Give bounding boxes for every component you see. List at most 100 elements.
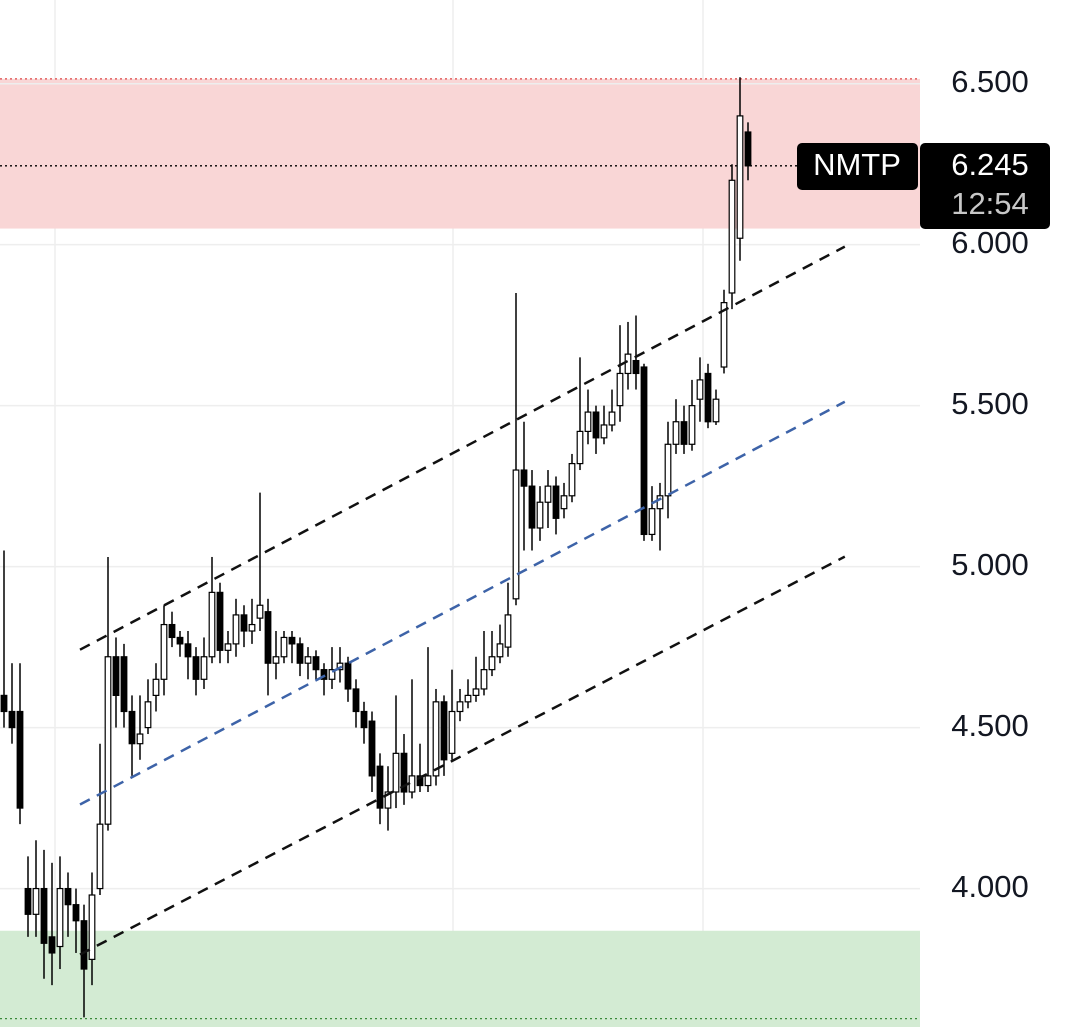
candle-body <box>272 656 280 664</box>
candle-body <box>704 372 712 423</box>
candle-body <box>488 656 496 671</box>
candle-body <box>248 623 256 632</box>
candle-body <box>16 710 24 809</box>
candle-body <box>208 591 216 658</box>
candle-body <box>232 614 240 645</box>
candle-body <box>536 501 544 529</box>
candle-body <box>600 424 608 439</box>
candle-body <box>664 443 672 497</box>
candle-body <box>240 614 248 632</box>
candle-body <box>560 495 568 510</box>
candle-body <box>632 359 640 375</box>
candle-body <box>544 485 552 503</box>
candle-body <box>496 643 504 658</box>
candle-body <box>384 791 392 809</box>
price-badge <box>920 143 1050 229</box>
candle-body <box>416 775 424 787</box>
candle-body <box>64 887 72 906</box>
candle-body <box>656 495 664 510</box>
candle-body <box>688 405 696 445</box>
candle-body <box>192 656 200 680</box>
channel-line <box>79 400 846 806</box>
candle-body <box>584 411 592 433</box>
candle-body <box>96 823 104 890</box>
y-tick-label: 4.500 <box>951 708 1029 743</box>
candle-body <box>104 656 112 825</box>
candle-body <box>256 604 264 619</box>
candle-body <box>696 379 704 400</box>
y-tick-label: 4.000 <box>951 869 1029 904</box>
candle-body <box>624 353 632 375</box>
channel-line <box>79 245 846 651</box>
candle-body <box>376 765 384 809</box>
candle-body <box>320 669 328 680</box>
candle-body <box>680 421 688 445</box>
candle-body <box>128 710 136 745</box>
candle-body <box>40 887 48 944</box>
candle-body <box>728 179 736 294</box>
channel-line <box>79 555 846 956</box>
y-tick-label: 5.000 <box>951 547 1029 582</box>
candle-body <box>720 302 728 368</box>
candle-body <box>80 920 88 970</box>
plot-layer <box>0 77 846 1018</box>
candle-body <box>88 894 96 960</box>
candle-body <box>520 469 528 487</box>
countdown-label: 12:54 <box>951 186 1029 221</box>
candle-body <box>200 656 208 680</box>
y-tick-label: 5.500 <box>951 386 1029 421</box>
candle-body <box>360 710 368 729</box>
candle-body <box>400 752 408 793</box>
candle-body <box>432 701 440 777</box>
candle-body <box>120 656 128 713</box>
candle-body <box>264 611 272 664</box>
candle-body <box>464 694 472 703</box>
candle-body <box>72 904 80 922</box>
candle-body <box>32 887 40 915</box>
candle-body <box>440 701 448 761</box>
candle-body <box>112 656 120 696</box>
candle-body <box>152 678 160 696</box>
candle-body <box>136 733 144 745</box>
candle-body <box>288 636 296 645</box>
candle-body <box>48 936 56 954</box>
y-tick-label: 6.500 <box>951 64 1029 99</box>
candle-body <box>8 710 16 729</box>
candle-body <box>328 669 336 680</box>
candle-body <box>344 662 352 690</box>
candle-body <box>368 720 376 777</box>
candle-body <box>56 887 64 948</box>
candle-body <box>568 462 576 497</box>
candle-body <box>216 591 224 651</box>
candle-body <box>24 887 32 915</box>
candle-body <box>280 636 288 658</box>
candle-body <box>736 115 744 239</box>
y-tick-label: 6.000 <box>951 225 1029 260</box>
candle-body <box>504 614 512 648</box>
candle-body <box>456 701 464 713</box>
candle-body <box>640 366 648 536</box>
candle-body <box>744 131 752 167</box>
candle-body <box>392 752 400 793</box>
candle-body <box>608 411 616 426</box>
zone <box>0 930 920 1027</box>
background-layer <box>0 0 920 1027</box>
candle-body <box>296 643 304 664</box>
candle-body <box>672 421 680 445</box>
candle-body <box>0 694 8 713</box>
candle-body <box>712 398 720 423</box>
candle-body <box>528 485 536 529</box>
candle-body <box>552 485 560 519</box>
candle-body <box>592 411 600 439</box>
candle-body <box>312 656 320 671</box>
candle-body <box>184 643 192 658</box>
candle-body <box>168 623 176 639</box>
candle-body <box>424 775 432 787</box>
candle-body <box>576 430 584 465</box>
candle-body <box>616 372 624 407</box>
candle-body <box>144 701 152 729</box>
last-price-label: 6.245 <box>951 147 1029 182</box>
candle-body <box>512 469 520 600</box>
